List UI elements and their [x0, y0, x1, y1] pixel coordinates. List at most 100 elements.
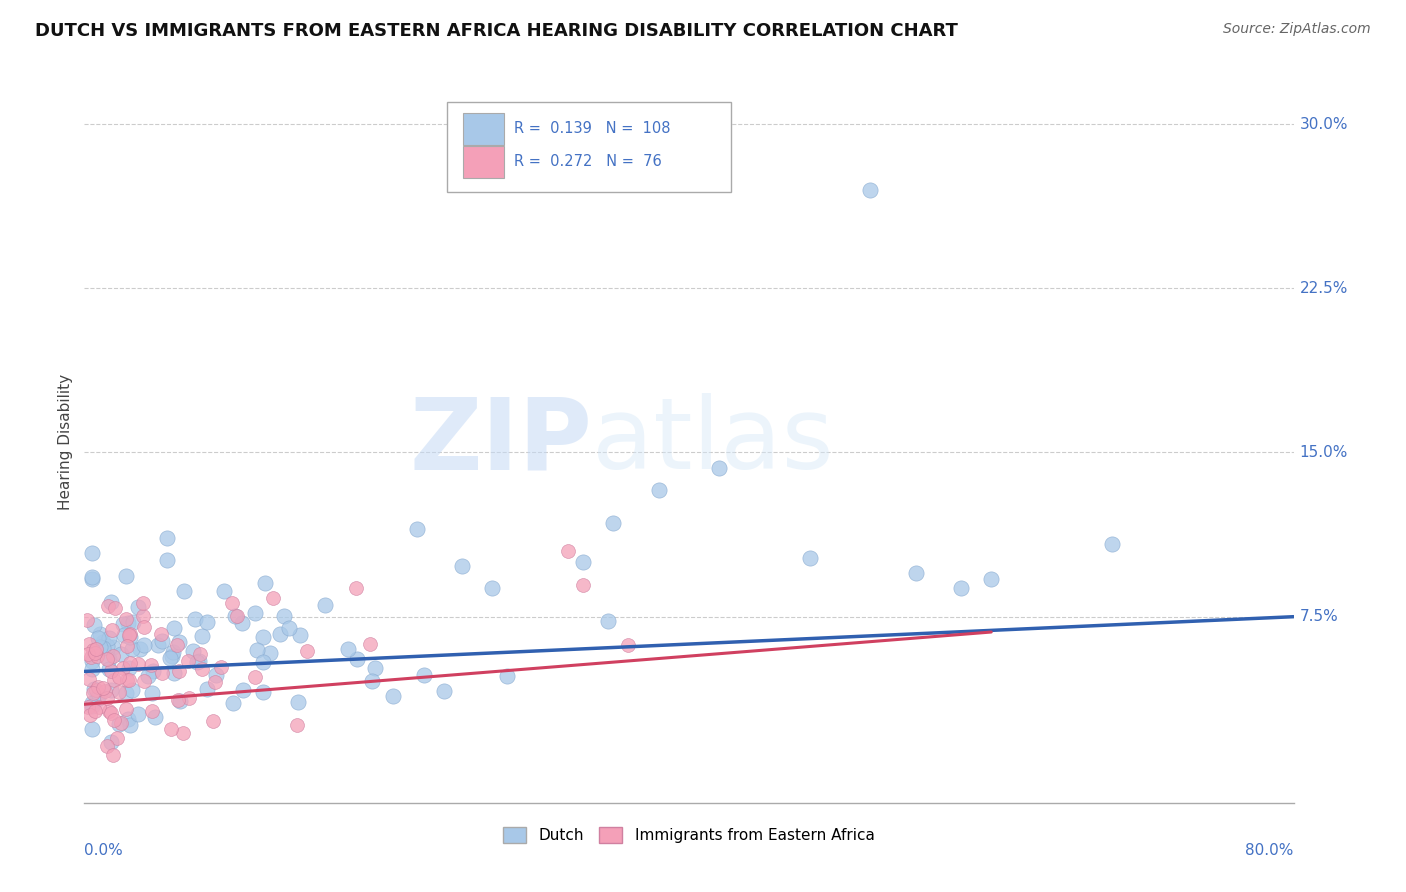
Point: [82, 654, 104, 668]
Point: [101, 623, 124, 637]
Point: [183, 612, 205, 626]
Point: [117, 639, 139, 653]
Point: [481, 581, 503, 595]
Point: [89, 626, 111, 640]
Point: [100, 706, 122, 720]
Point: [80, 699, 103, 714]
Point: [83, 618, 105, 632]
Text: DUTCH VS IMMIGRANTS FROM EASTERN AFRICA HEARING DISABILITY CORRELATION CHART: DUTCH VS IMMIGRANTS FROM EASTERN AFRICA …: [35, 22, 957, 40]
Text: 7.5%: 7.5%: [1299, 609, 1339, 624]
Point: [110, 715, 132, 730]
Point: [361, 673, 384, 688]
Point: [143, 710, 166, 724]
Point: [127, 657, 149, 672]
Point: [221, 596, 243, 610]
Point: [381, 690, 404, 704]
Point: [118, 627, 141, 641]
Point: [80, 650, 103, 665]
Point: [89, 640, 111, 655]
Text: Source: ZipAtlas.com: Source: ZipAtlas.com: [1223, 22, 1371, 37]
Text: ZIP: ZIP: [409, 393, 592, 490]
Point: [163, 621, 186, 635]
Point: [98, 631, 121, 645]
Point: [572, 555, 595, 569]
Point: [87, 680, 110, 694]
Point: [262, 591, 284, 605]
Point: [406, 522, 429, 536]
Point: [96, 652, 118, 666]
Point: [1101, 537, 1123, 551]
Point: [111, 617, 134, 632]
Point: [231, 682, 253, 697]
Point: [904, 566, 927, 580]
Point: [648, 483, 671, 497]
Point: [150, 634, 173, 648]
Point: [141, 704, 163, 718]
Point: [98, 705, 121, 719]
Point: [108, 670, 131, 684]
Point: [195, 681, 218, 696]
Point: [226, 608, 249, 623]
Text: 15.0%: 15.0%: [1299, 445, 1348, 460]
Point: [100, 664, 122, 678]
Point: [117, 712, 139, 726]
Point: [115, 673, 138, 687]
Point: [121, 642, 143, 657]
Point: [79, 708, 101, 723]
Text: 30.0%: 30.0%: [1299, 117, 1348, 131]
Point: [82, 570, 104, 584]
Point: [314, 598, 336, 612]
Point: [212, 584, 235, 599]
Point: [101, 648, 124, 663]
Text: 22.5%: 22.5%: [1299, 281, 1348, 296]
Point: [950, 581, 973, 595]
Point: [118, 656, 141, 670]
Point: [132, 609, 155, 624]
Point: [495, 669, 517, 683]
Point: [204, 667, 226, 681]
Point: [188, 647, 211, 661]
Text: atlas: atlas: [592, 393, 834, 490]
Point: [190, 662, 212, 676]
Point: [204, 675, 226, 690]
Point: [84, 646, 107, 660]
Point: [96, 690, 118, 705]
Point: [117, 628, 139, 642]
Point: [166, 638, 188, 652]
Point: [91, 634, 114, 648]
Text: 80.0%: 80.0%: [1246, 843, 1294, 857]
Point: [285, 718, 308, 732]
Point: [77, 699, 100, 714]
Point: [337, 641, 360, 656]
Y-axis label: Hearing Disability: Hearing Disability: [58, 374, 73, 509]
Point: [273, 609, 295, 624]
Point: [87, 699, 110, 714]
Point: [187, 654, 209, 668]
Point: [160, 722, 183, 736]
Point: [156, 531, 179, 545]
Point: [115, 569, 138, 583]
Point: [346, 581, 368, 595]
Point: [259, 646, 281, 660]
Point: [169, 694, 191, 708]
Point: [269, 627, 291, 641]
Point: [97, 662, 120, 676]
Point: [91, 641, 114, 656]
Point: [346, 652, 368, 666]
Point: [252, 685, 274, 699]
Point: [77, 648, 100, 662]
Point: [107, 685, 129, 699]
Point: [451, 559, 474, 574]
Point: [224, 608, 246, 623]
Point: [79, 672, 101, 686]
Point: [132, 596, 155, 610]
FancyBboxPatch shape: [447, 102, 731, 193]
Point: [87, 632, 110, 646]
Point: [118, 673, 141, 687]
Point: [128, 642, 150, 657]
Point: [110, 647, 132, 661]
Point: [127, 599, 149, 614]
Point: [181, 644, 204, 658]
Point: [100, 735, 122, 749]
Point: [132, 639, 155, 653]
